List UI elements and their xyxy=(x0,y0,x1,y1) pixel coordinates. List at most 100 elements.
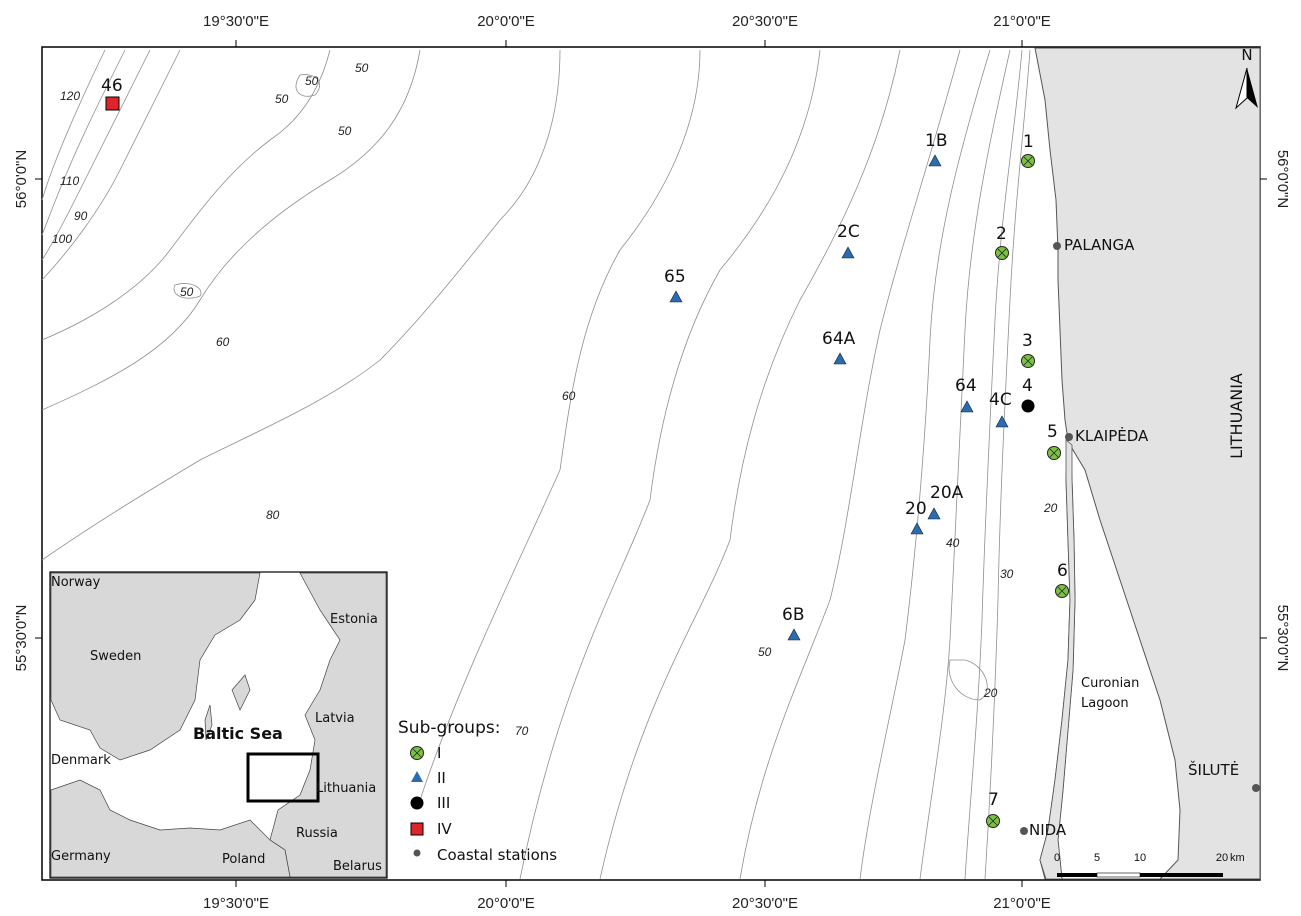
lon-label-top: 20°30'0"E xyxy=(732,13,798,30)
depth-label: 50 xyxy=(180,285,194,299)
depth-label: 50 xyxy=(355,61,369,75)
depth-label: 50 xyxy=(275,92,289,106)
station-marker-iv xyxy=(105,96,120,111)
station-label: 2 xyxy=(996,224,1007,244)
legend-label: Coastal stations xyxy=(437,846,557,864)
station-marker-ii xyxy=(833,352,847,365)
legend: Sub-groups: I II III IV Coastal stations xyxy=(398,718,557,864)
station-label: 1 xyxy=(1023,132,1034,152)
inset-map: Norway Estonia Sweden Latvia Baltic Sea … xyxy=(49,571,388,879)
lat-label-left: 55°30'0"N xyxy=(13,605,30,672)
depth-contours xyxy=(41,49,1031,880)
graticule-labels: 19°30'0"E 20°0'0"E 20°30'0"E 21°0'0"E 19… xyxy=(13,13,1291,912)
station-label: 4C xyxy=(989,390,1012,410)
scale-tick: 20 xyxy=(1216,852,1228,864)
north-label: N xyxy=(1241,46,1252,64)
legend-icon-iv xyxy=(410,822,424,836)
inset-label: Latvia xyxy=(315,711,355,726)
station-marker-ii xyxy=(910,522,924,535)
legend-label: I xyxy=(437,744,441,762)
lon-label-bottom: 19°30'0"E xyxy=(203,895,269,912)
lon-label-top: 19°30'0"E xyxy=(203,13,269,30)
scale-bar: 0 5 10 20 km xyxy=(1054,852,1245,878)
station-marker-ii xyxy=(841,246,855,259)
country-label: LITHUANIA xyxy=(1227,373,1246,459)
depth-label: 50 xyxy=(338,124,352,138)
station-marker-ii xyxy=(669,290,683,303)
station-label: 6B xyxy=(782,605,804,625)
legend-label: IV xyxy=(437,820,452,838)
station-label: 4 xyxy=(1022,376,1033,396)
depth-label: 60 xyxy=(216,335,230,349)
legend-icon-iii xyxy=(410,796,424,810)
scale-tick: 0 xyxy=(1054,852,1060,864)
station-label: 5 xyxy=(1047,422,1058,442)
depth-label: 90 xyxy=(74,209,88,223)
inset-label: Norway xyxy=(51,575,101,590)
inset-label: Poland xyxy=(222,852,265,867)
legend-icon-coastal xyxy=(413,849,421,857)
lon-label-top: 21°0'0"E xyxy=(993,13,1051,30)
lon-label-bottom: 21°0'0"E xyxy=(993,895,1051,912)
lat-label-right: 55°30'0"N xyxy=(1274,605,1291,672)
station-label: 20 xyxy=(905,499,927,519)
depth-label: 110 xyxy=(60,174,79,188)
inset-label: Belarus xyxy=(333,859,382,874)
lat-label-left: 56°0'0"N xyxy=(13,150,30,208)
north-arrow-icon: N xyxy=(1235,46,1258,110)
station-marker-i xyxy=(986,814,1000,828)
station-marker-i xyxy=(1021,154,1035,168)
scale-unit: km xyxy=(1230,852,1245,864)
coastal-stations: PALANGA KLAIPĖDA NIDA ŠILUTĖ xyxy=(1020,236,1260,839)
station-label: 64A xyxy=(822,329,856,349)
station-marker-i xyxy=(1055,584,1069,598)
station-label: 2C xyxy=(837,222,860,242)
lagoon-label: Lagoon xyxy=(1081,696,1129,711)
inset-label: Denmark xyxy=(51,753,111,768)
depth-labels: 50 50 50 50 120 110 90 100 50 60 60 80 7… xyxy=(52,61,1058,738)
city-label: ŠILUTĖ xyxy=(1188,760,1239,779)
station-marker-ii xyxy=(995,415,1009,428)
station-marker-ii xyxy=(787,628,801,641)
depth-label: 70 xyxy=(515,724,529,738)
station-label: 3 xyxy=(1022,331,1033,351)
inset-label: Estonia xyxy=(330,612,378,627)
depth-label: 40 xyxy=(946,536,960,550)
station-marker-i xyxy=(1021,354,1035,368)
depth-label: 30 xyxy=(1000,567,1014,581)
scale-tick: 5 xyxy=(1094,852,1100,864)
depth-label: 80 xyxy=(266,508,280,522)
lon-label-top: 20°0'0"E xyxy=(477,13,535,30)
depth-label: 50 xyxy=(305,74,319,88)
lon-label-bottom: 20°0'0"E xyxy=(477,895,535,912)
inset-label: Sweden xyxy=(90,649,141,664)
station-marker-iii xyxy=(1021,399,1035,413)
city-label: KLAIPĖDA xyxy=(1075,426,1149,445)
station-label: 6 xyxy=(1057,561,1068,581)
curonian-spit xyxy=(1039,439,1076,880)
station-marker-ii xyxy=(927,507,941,520)
station-marker-ii xyxy=(928,154,942,167)
lon-label-bottom: 20°30'0"E xyxy=(732,895,798,912)
scale-tick: 10 xyxy=(1134,852,1146,864)
legend-icon-ii xyxy=(411,771,423,782)
city-label: PALANGA xyxy=(1064,236,1135,254)
sampling-stations: 46 1 1B 2 2C 65 64A 3 64 4C 4 5 xyxy=(101,76,1069,828)
depth-label: 20 xyxy=(983,686,998,700)
station-label: 64 xyxy=(955,376,977,396)
station-marker-ii xyxy=(960,400,974,413)
legend-label: II xyxy=(437,769,446,787)
depth-label: 20 xyxy=(1043,501,1058,515)
lat-label-right: 56°0'0"N xyxy=(1274,150,1291,208)
legend-title: Sub-groups: xyxy=(398,718,500,738)
station-label: 7 xyxy=(988,790,999,810)
map-body xyxy=(41,47,1261,880)
inset-label: Lithuania xyxy=(316,781,376,796)
inset-label: Russia xyxy=(296,826,338,841)
inset-label: Germany xyxy=(51,849,111,864)
depth-label: 120 xyxy=(60,89,80,103)
legend-label: III xyxy=(437,794,450,812)
depth-label: 100 xyxy=(52,232,72,246)
station-label: 46 xyxy=(101,76,123,96)
